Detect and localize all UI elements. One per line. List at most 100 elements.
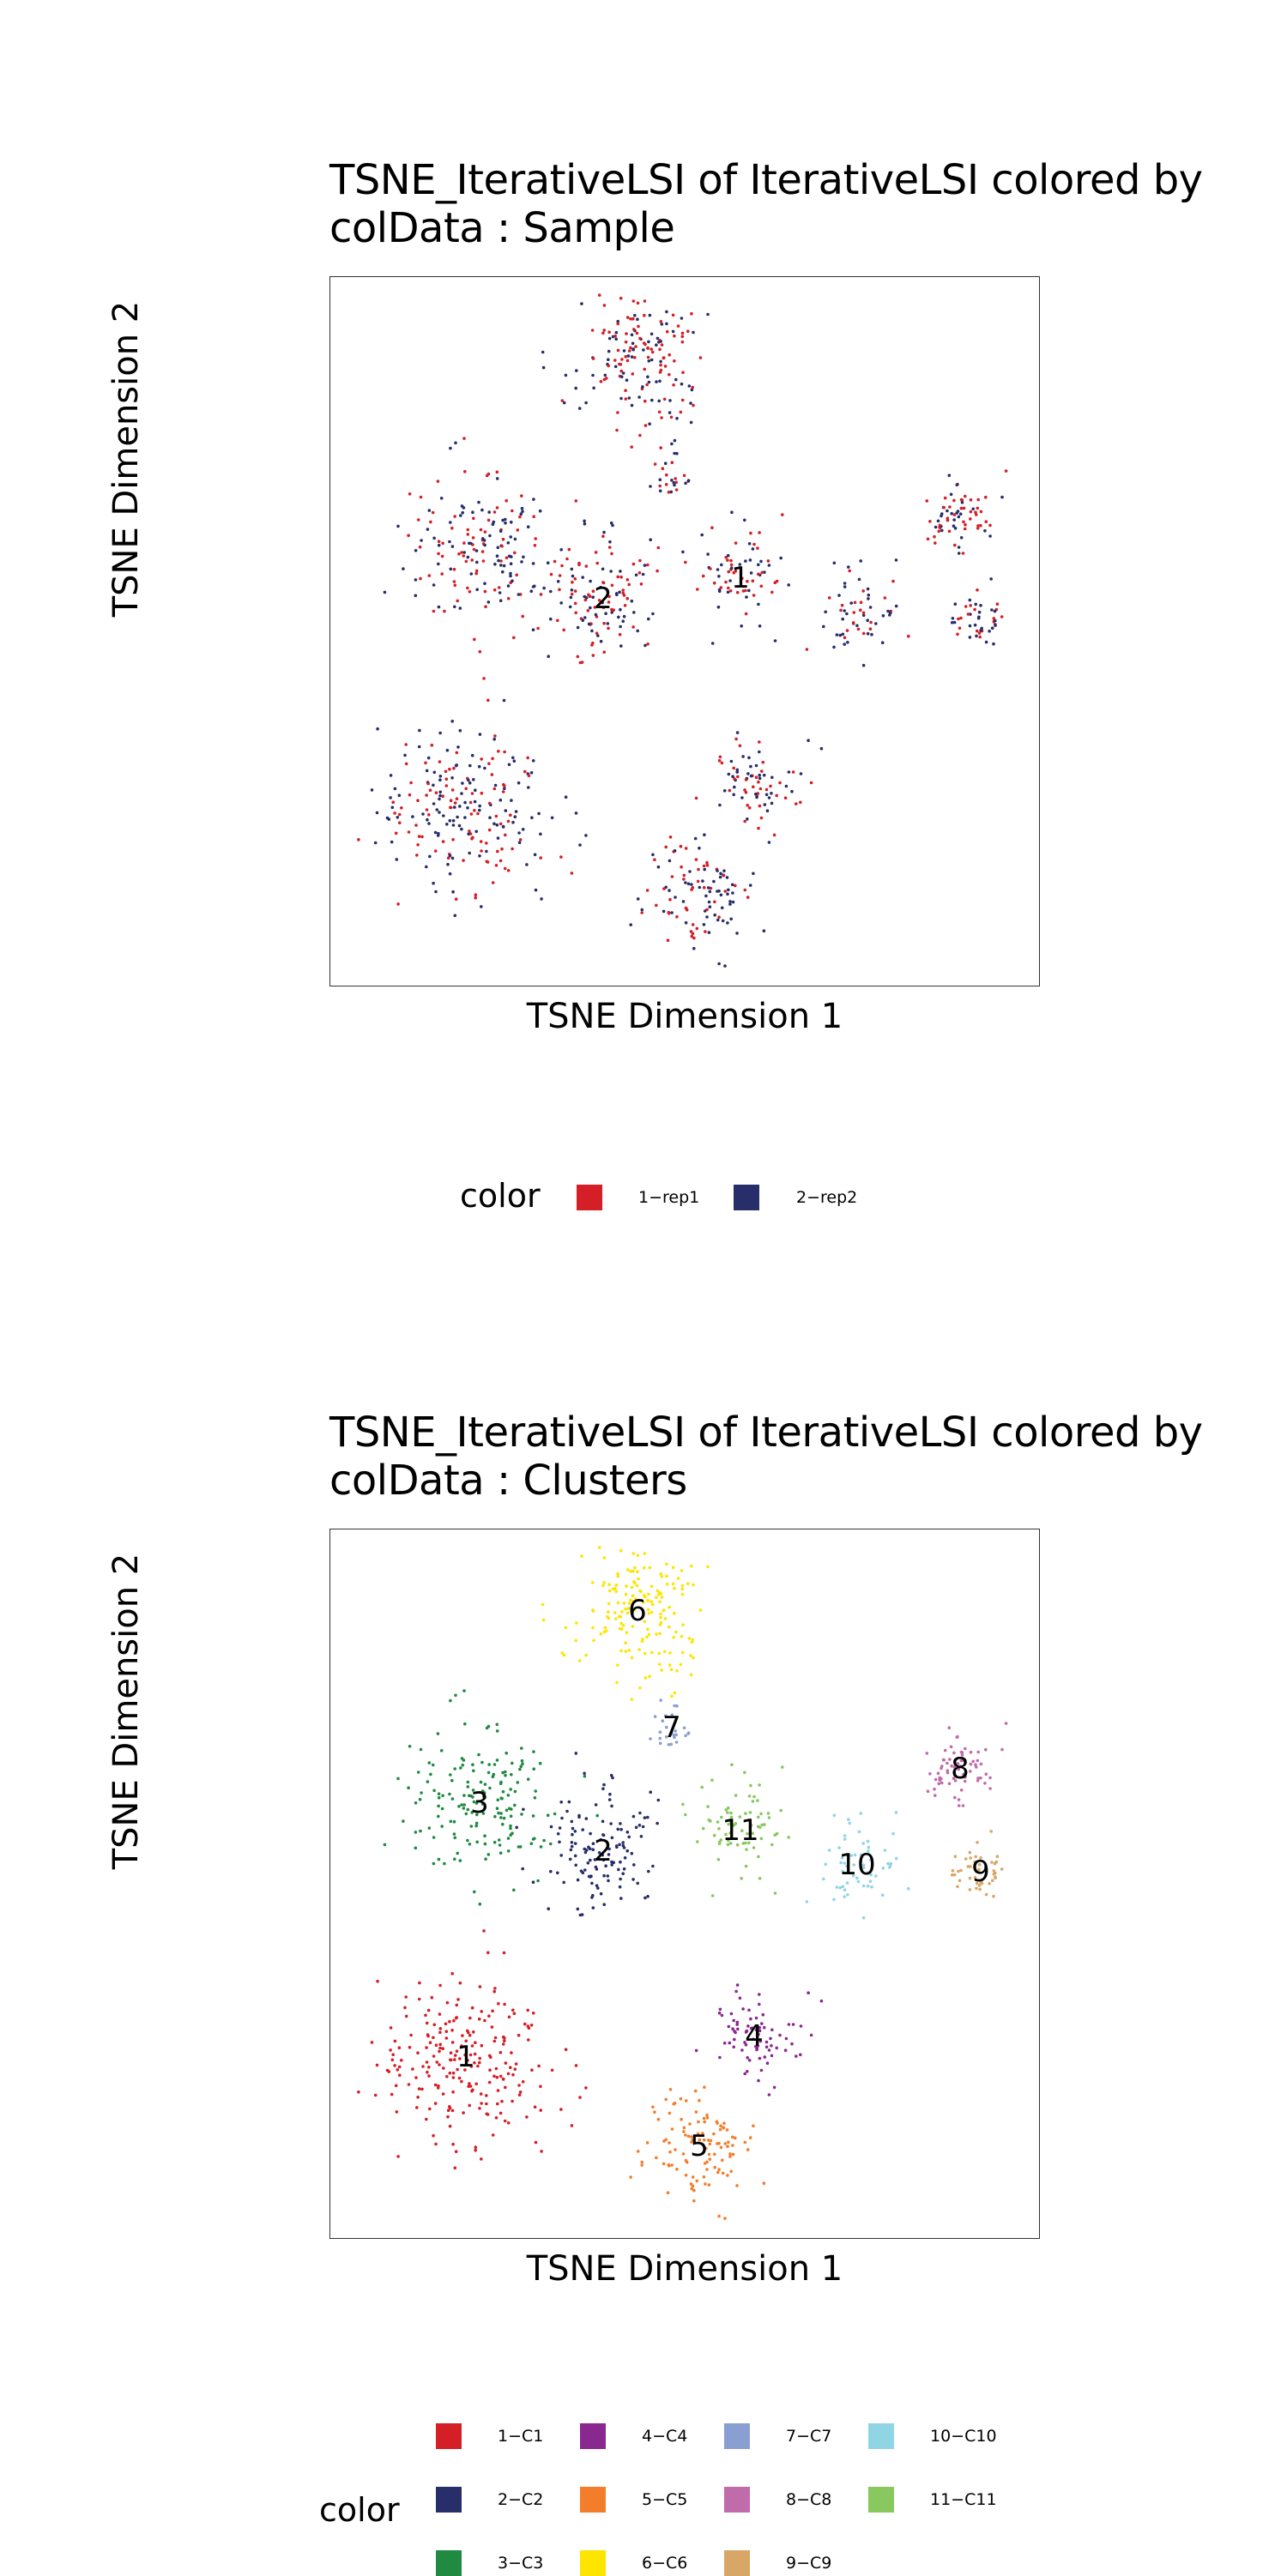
scatter-point bbox=[759, 1837, 764, 1841]
scatter-point bbox=[670, 875, 674, 878]
scatter-point bbox=[758, 787, 763, 791]
scatter-point bbox=[709, 886, 713, 890]
scatter-point bbox=[731, 2027, 734, 2030]
scatter-point bbox=[462, 554, 466, 558]
scatter-point bbox=[670, 1694, 674, 1698]
scatter-point bbox=[616, 411, 619, 414]
scatter-point bbox=[770, 2028, 774, 2032]
scatter-point bbox=[664, 2097, 668, 2102]
scatter-point bbox=[416, 799, 420, 802]
scatter-point bbox=[478, 2107, 481, 2110]
scatter-point bbox=[574, 1752, 578, 1755]
scatter-point bbox=[615, 428, 619, 432]
scatter-point bbox=[662, 356, 666, 360]
scatter-point bbox=[577, 1659, 582, 1662]
scatter-point bbox=[416, 843, 420, 847]
scatter-point bbox=[669, 1742, 674, 1746]
scatter-point bbox=[589, 579, 592, 583]
scatter-point bbox=[648, 422, 651, 425]
scatter-point bbox=[696, 879, 700, 884]
scatter-point bbox=[822, 1877, 825, 1881]
scatter-point bbox=[495, 477, 499, 480]
scatter-point bbox=[702, 2175, 706, 2179]
scatter-point bbox=[562, 1880, 565, 1885]
scatter-point bbox=[437, 605, 441, 609]
scatter-point bbox=[513, 2067, 517, 2071]
scatter-point bbox=[667, 1743, 671, 1746]
scatter-point bbox=[442, 2066, 445, 2070]
scatter-point bbox=[728, 788, 732, 793]
scatter-point bbox=[421, 812, 425, 816]
scatter-point bbox=[461, 510, 464, 515]
scatter-point bbox=[706, 886, 710, 890]
scatter-point bbox=[453, 605, 456, 609]
scatter-point bbox=[624, 397, 628, 401]
scatter-point bbox=[767, 2093, 771, 2096]
scatter-point bbox=[467, 832, 470, 836]
scatter-point bbox=[491, 2009, 494, 2013]
scatter-point bbox=[662, 909, 666, 914]
scatter-point bbox=[547, 1907, 550, 1910]
scatter-point bbox=[614, 337, 618, 341]
scatter-point bbox=[734, 1989, 738, 1994]
scatter-point bbox=[493, 1987, 497, 1990]
scatter-point bbox=[522, 555, 525, 559]
scatter-point bbox=[680, 1650, 685, 1655]
scatter-point bbox=[770, 775, 774, 780]
scatter-point bbox=[559, 1854, 563, 1857]
scatter-point bbox=[660, 1668, 663, 1672]
scatter-point bbox=[612, 608, 615, 612]
scatter-point bbox=[493, 734, 497, 738]
scatter-point bbox=[693, 2089, 698, 2093]
scatter-point bbox=[609, 1773, 613, 1777]
scatter-point bbox=[843, 636, 847, 640]
scatter-point bbox=[672, 480, 676, 485]
scatter-point bbox=[584, 834, 588, 837]
scatter-point bbox=[770, 590, 774, 594]
scatter-point bbox=[533, 2105, 537, 2109]
scatter-point bbox=[592, 1638, 595, 1643]
scatter-point bbox=[498, 529, 503, 533]
scatter-point bbox=[483, 543, 486, 547]
scatter-point bbox=[480, 1760, 484, 1765]
scatter-point bbox=[757, 602, 760, 606]
cluster-label: 10 bbox=[838, 1848, 875, 1882]
scatter-point bbox=[485, 849, 488, 854]
scatter-point bbox=[961, 1804, 965, 1807]
scatter-point bbox=[643, 1566, 646, 1570]
scatter-point bbox=[717, 2168, 721, 2171]
scatter-point bbox=[671, 329, 675, 334]
scatter-point bbox=[510, 555, 513, 558]
scatter-point bbox=[519, 1765, 523, 1768]
scatter-point bbox=[461, 781, 464, 785]
scatter-point bbox=[947, 529, 952, 534]
scatter-point bbox=[473, 799, 477, 804]
scatter-point bbox=[968, 1876, 972, 1880]
scatter-point bbox=[670, 2127, 674, 2131]
scatter-point bbox=[601, 1819, 605, 1824]
scatter-point bbox=[957, 515, 961, 519]
scatter-point bbox=[866, 1884, 870, 1888]
scatter-point bbox=[428, 854, 432, 859]
scatter-point bbox=[504, 833, 507, 837]
scatter-point bbox=[733, 785, 736, 789]
scatter-point bbox=[426, 2034, 430, 2038]
scatter-point bbox=[668, 2150, 672, 2154]
scatter-point bbox=[573, 1854, 577, 1858]
scatter-point bbox=[746, 772, 750, 775]
scatter-point bbox=[483, 530, 487, 534]
scatter-point bbox=[717, 2141, 721, 2145]
scatter-point bbox=[574, 386, 577, 390]
scatter-point bbox=[398, 821, 402, 824]
scatter-point bbox=[957, 1869, 960, 1873]
scatter-point bbox=[451, 818, 456, 823]
scatter-point bbox=[492, 737, 496, 741]
scatter-point bbox=[487, 801, 492, 805]
scatter-point bbox=[674, 477, 677, 480]
scatter-point bbox=[647, 380, 651, 384]
scatter-point bbox=[468, 1843, 472, 1846]
scatter-point bbox=[758, 2056, 762, 2060]
scatter-point bbox=[540, 897, 543, 901]
scatter-point bbox=[926, 537, 930, 541]
scatter-point bbox=[619, 1860, 622, 1864]
